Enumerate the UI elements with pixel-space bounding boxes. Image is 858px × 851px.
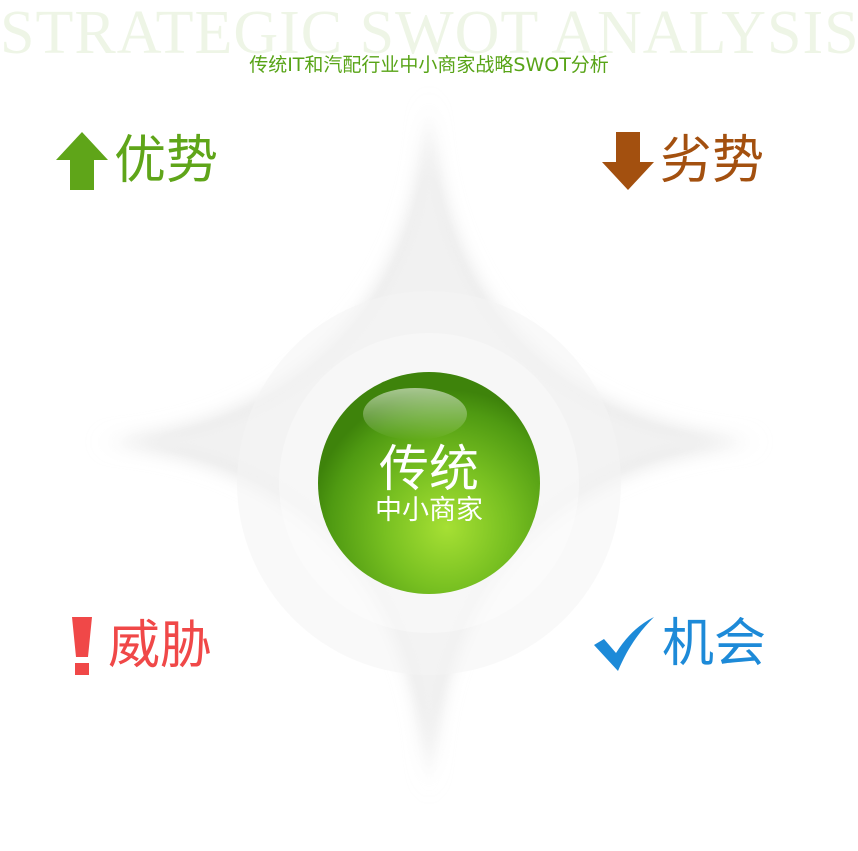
- quadrant-threats: 威胁: [70, 617, 212, 675]
- sphere-highlight: [363, 388, 467, 440]
- threats-label: 威胁: [108, 616, 213, 676]
- quadrant-opportunities: 机会: [594, 617, 766, 671]
- strengths-label: 优势: [114, 131, 219, 191]
- arrow-up-icon: [56, 132, 108, 190]
- weaknesses-label: 劣势: [660, 131, 765, 191]
- opportunities-label: 机会: [662, 614, 767, 674]
- arrow-down-icon: [602, 132, 654, 190]
- checkmark-icon: [594, 617, 654, 671]
- watermark-title: STRATEGIC SWOT ANALYSIS: [0, 0, 858, 67]
- page-subtitle: 传统IT和汽配行业中小商家战略SWOT分析: [249, 54, 609, 76]
- center-main-text: 传统: [379, 439, 479, 498]
- exclamation-icon: [72, 617, 92, 675]
- quadrant-strengths: 优势: [56, 132, 218, 190]
- quadrant-weaknesses: 劣势: [602, 132, 764, 190]
- center-sub-text: 中小商家: [375, 495, 483, 527]
- center-label: 传统 中小商家: [318, 372, 540, 594]
